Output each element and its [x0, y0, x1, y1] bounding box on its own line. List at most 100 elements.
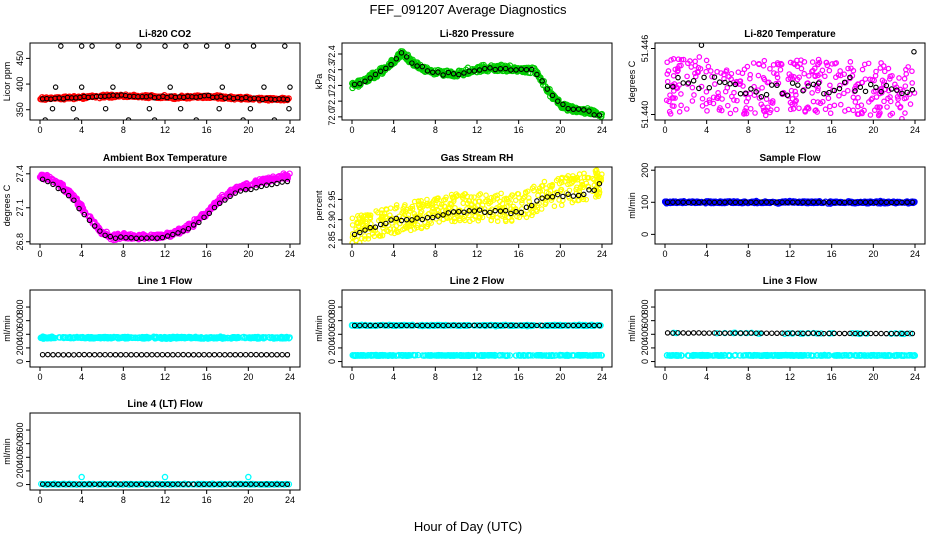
data-point — [369, 230, 376, 237]
x-tick-label: 4 — [704, 125, 709, 135]
data-point — [196, 219, 202, 226]
data-point — [849, 199, 857, 207]
data-point — [358, 321, 366, 329]
data-point — [899, 199, 905, 206]
data-point — [143, 333, 150, 341]
x-tick-label: 24 — [910, 249, 920, 259]
data-point — [211, 204, 218, 211]
data-point — [815, 56, 822, 63]
data-point — [841, 90, 847, 97]
x-tick-label: 16 — [202, 372, 212, 382]
data-point — [414, 63, 420, 69]
data-point — [115, 43, 121, 49]
data-point — [711, 199, 718, 206]
data-point — [707, 68, 714, 74]
data-point — [516, 214, 523, 221]
y-axis-label: Licor ppm — [2, 62, 12, 102]
data-point — [541, 178, 548, 185]
data-point — [570, 322, 577, 329]
data-point — [383, 65, 389, 72]
data-point — [483, 192, 489, 199]
data-point — [423, 223, 430, 230]
data-point — [672, 95, 678, 101]
data-point — [841, 71, 848, 77]
x-tick-label: 12 — [160, 249, 170, 259]
data-point — [770, 352, 778, 359]
data-point — [269, 181, 275, 188]
x-tick-label: 4 — [704, 372, 709, 382]
data-point — [909, 86, 916, 93]
data-point — [597, 351, 605, 359]
data-point — [873, 199, 879, 206]
data-point — [784, 330, 791, 337]
data-point — [575, 192, 582, 199]
x-tick-label: 16 — [514, 125, 524, 135]
data-point — [671, 103, 677, 109]
data-point — [877, 110, 883, 116]
data-point — [857, 330, 864, 337]
data-point — [715, 95, 721, 102]
data-point — [871, 352, 878, 359]
data-point — [78, 84, 85, 90]
panel-title: Line 3 Flow — [763, 276, 818, 287]
data-point — [748, 86, 754, 92]
data-point — [743, 110, 750, 117]
data-point — [570, 106, 577, 113]
data-point — [362, 212, 369, 218]
data-point — [789, 330, 796, 336]
data-point — [808, 352, 815, 359]
data-point — [510, 203, 517, 210]
data-point — [854, 111, 861, 117]
data-point — [762, 112, 769, 119]
data-point — [692, 73, 699, 80]
data-point — [763, 91, 770, 98]
data-point — [383, 220, 389, 227]
data-point — [451, 218, 458, 225]
data-point — [436, 219, 442, 225]
data-point — [821, 199, 827, 206]
data-point — [466, 322, 472, 329]
data-point — [403, 322, 410, 329]
x-tick-label: 0 — [349, 249, 354, 259]
data-point — [784, 199, 791, 206]
data-point — [487, 322, 493, 329]
data-point — [528, 202, 535, 209]
data-point — [593, 167, 600, 173]
data-point — [869, 95, 876, 102]
data-point — [60, 188, 67, 194]
data-point — [675, 67, 681, 74]
data-point — [518, 66, 525, 72]
data-point — [383, 322, 389, 329]
x-tick-label: 24 — [285, 372, 295, 382]
data-point — [216, 105, 222, 112]
data-point — [81, 211, 88, 218]
data-point — [667, 92, 673, 98]
data-point — [394, 229, 401, 236]
data-point — [831, 102, 838, 109]
data-point — [735, 199, 742, 206]
data-point — [586, 322, 592, 329]
data-point — [581, 322, 587, 329]
data-point — [453, 191, 460, 197]
data-point — [40, 335, 47, 342]
data-point — [519, 197, 525, 204]
series-fast — [663, 54, 918, 120]
data-point — [440, 72, 446, 78]
data-point — [508, 210, 514, 217]
data-point — [398, 352, 405, 359]
data-point — [47, 335, 55, 342]
panel-title: Li-820 Pressure — [440, 29, 515, 40]
data-point — [730, 329, 737, 337]
data-point — [877, 104, 883, 110]
data-point — [508, 67, 514, 73]
data-point — [815, 61, 821, 68]
data-point — [810, 330, 817, 336]
data-point — [597, 322, 604, 329]
data-point — [279, 351, 285, 358]
data-point — [128, 234, 134, 241]
data-point — [466, 198, 473, 204]
data-point — [210, 334, 217, 342]
data-point — [723, 68, 729, 75]
